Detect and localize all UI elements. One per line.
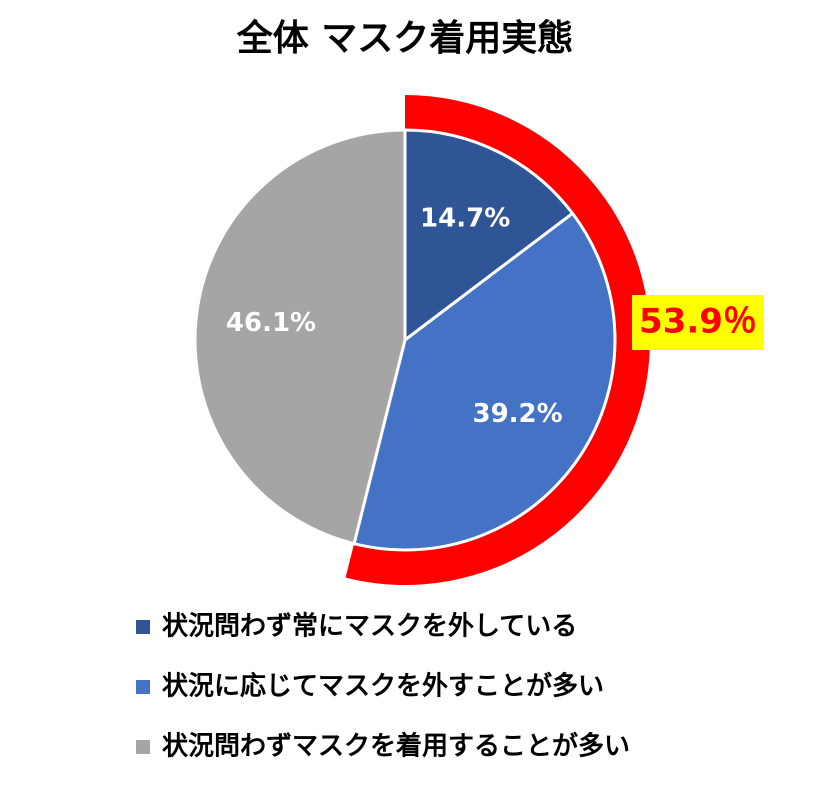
pie-slice bbox=[352, 211, 617, 552]
legend-label: 状況に応じてマスクを外すことが多い bbox=[162, 671, 604, 702]
pie-slice bbox=[193, 128, 407, 546]
legend-label: 状況問わず常にマスクを外している bbox=[162, 612, 577, 642]
data-label: 39.2% bbox=[472, 399, 562, 429]
pie-slice bbox=[403, 128, 575, 344]
legend-marker bbox=[136, 740, 150, 754]
data-label: 46.1% bbox=[226, 308, 316, 338]
legend-label: 状況問わずマスクを着用することが多い bbox=[162, 731, 630, 762]
chart-title: 全体 マスク着用実態 bbox=[236, 17, 574, 59]
annotation-box bbox=[632, 295, 764, 350]
annotation-label: 53.9％ bbox=[639, 302, 757, 342]
data-label: 14.7% bbox=[420, 204, 510, 234]
legend-marker bbox=[136, 680, 150, 694]
legend-marker bbox=[136, 620, 150, 634]
